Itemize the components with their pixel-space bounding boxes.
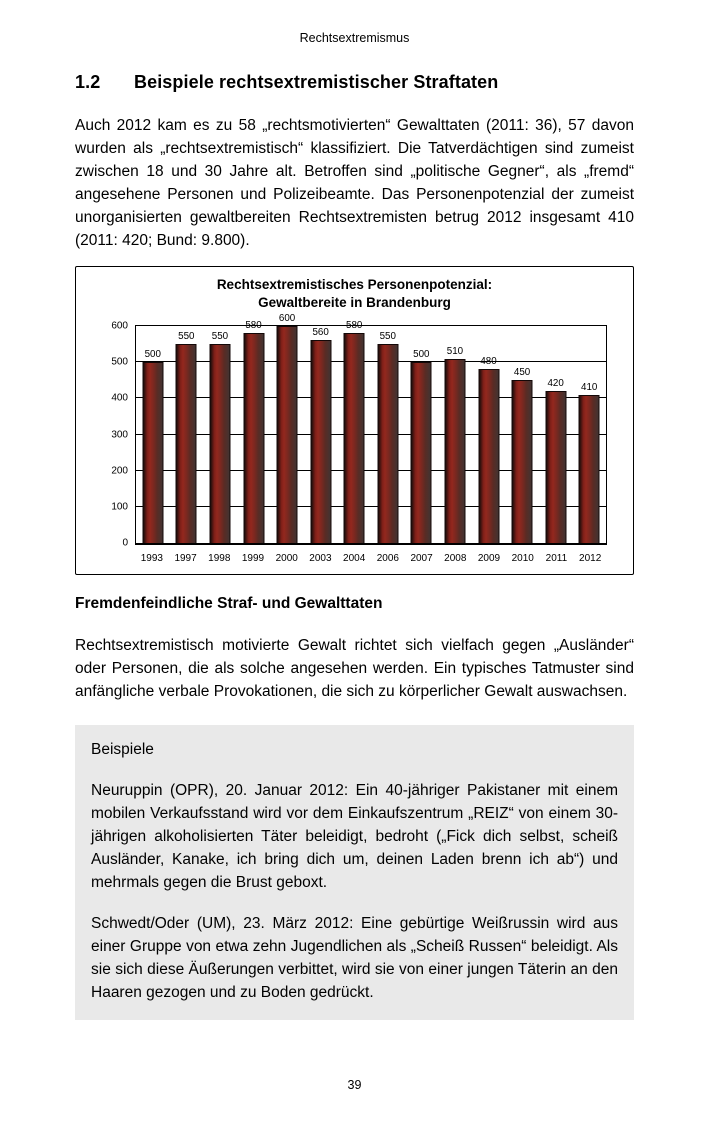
bar-value-label: 560 [312, 327, 329, 339]
x-axis-tick-label: 1993 [140, 553, 163, 564]
x-axis-tick-label: 1997 [174, 553, 197, 564]
y-axis-tick-label: 300 [111, 429, 128, 440]
bar-value-label: 550 [211, 331, 229, 343]
bar-1998: 550 [209, 331, 231, 543]
gridline [136, 505, 606, 507]
page-number: 39 [347, 1078, 362, 1092]
x-axis-tick-label: 1999 [241, 553, 265, 564]
example-item: Schwedt/Oder (UM), 23. März 2012: Eine g… [91, 915, 618, 1001]
x-axis-tick-label: 2006 [376, 553, 399, 564]
bar-1999: 580 [243, 320, 264, 543]
examples-box: Beispiele Neuruppin (OPR), 20. Januar 20… [75, 725, 634, 1020]
examples-box-label: Beispiele [91, 741, 154, 758]
chart-plot: 0 100 200 300 400 500 600 500 550 550 580 600 560 580… [111, 313, 607, 549]
gridline [136, 397, 606, 399]
intro-paragraph: Auch 2012 kam es zu 58 „rechtsmotivierte… [75, 117, 634, 249]
x-axis-tick-label: 1998 [208, 553, 231, 564]
bar-value-label: 420 [547, 378, 564, 390]
chart-title: Rechtsextremistisches Personenpotenzial:… [76, 276, 633, 312]
gridline [136, 361, 606, 363]
bar-2006: 550 [377, 331, 399, 543]
y-axis-tick-label: 500 [111, 356, 128, 368]
x-axis-tick-label: 2004 [343, 553, 366, 564]
x-axis-tick-label: 2007 [410, 553, 433, 564]
gridline [136, 433, 606, 435]
subsection-heading: Fremdenfeindliche Straf- und Gewalttaten [75, 595, 383, 612]
chart-title-line-1: Rechtsextremistisches Personenpotenzial: [216, 277, 493, 292]
section-heading: 1.2 Beispiele rechtsextremistischer Stra… [75, 72, 634, 93]
y-axis-tick-label: 200 [111, 465, 128, 477]
bar-1997: 550 [175, 331, 197, 543]
bar-2007: 500 [410, 349, 432, 543]
chart-plot-area: 0 100 200 300 400 500 600 500 550 550 580 600 560 580… [111, 313, 607, 564]
bar-2000: 600 [276, 313, 298, 543]
bar-1993: 500 [142, 349, 164, 543]
x-axis-tick-label: 2011 [545, 553, 568, 564]
running-header: Rechtsextremismus [299, 31, 410, 45]
bar-chart: Rechtsextremistisches Personenpotenzial:… [75, 266, 634, 575]
bar-value-label: 580 [245, 320, 262, 332]
gridline [136, 469, 606, 471]
bar-2008: 510 [444, 346, 466, 543]
y-axis-tick-label: 100 [111, 501, 128, 513]
y-axis-tick-label: 600 [111, 320, 128, 332]
x-axis-tick-label: 2010 [511, 553, 534, 564]
section-number: 1.2 [75, 72, 101, 92]
bar-2011: 420 [545, 378, 567, 543]
x-axis-tick-label: 2003 [309, 553, 332, 564]
bar-2010: 450 [511, 367, 533, 543]
bar-2012: 410 [578, 382, 600, 543]
bar-value-label: 550 [379, 331, 396, 343]
chart-title-line-2: Gewaltbereite in Brandenburg [258, 295, 451, 310]
bar-2004: 580 [343, 320, 365, 543]
bar-value-label: 600 [278, 313, 296, 324]
bar-value-label: 500 [144, 349, 161, 361]
y-axis-tick-label: 0 [122, 537, 128, 549]
x-axis-tick-label: 2009 [477, 553, 501, 564]
y-axis-tick-label: 400 [111, 392, 128, 404]
section-title: Beispiele rechtsextremistischer Straftat… [134, 72, 499, 92]
bar-value-label: 550 [178, 331, 195, 343]
xeno-paragraph: Rechtsextremistisch motivierte Gewalt ri… [75, 637, 634, 700]
bar-value-label: 500 [413, 349, 430, 361]
page-content: 1.2 Beispiele rechtsextremistischer Stra… [75, 72, 634, 1020]
bar-value-label: 450 [513, 367, 531, 379]
bar-2009: 480 [478, 356, 499, 543]
example-item: Neuruppin (OPR), 20. Januar 2012: Ein 40… [91, 782, 618, 891]
bar-value-label: 410 [581, 381, 598, 393]
x-axis-tick-label: 2012 [579, 553, 602, 564]
bar-value-label: 480 [480, 356, 497, 368]
bar-2003: 560 [310, 327, 332, 543]
x-axis-tick-label: 2008 [444, 553, 467, 564]
x-axis-tick-label: 2000 [275, 553, 298, 564]
bar-value-label: 510 [446, 345, 464, 357]
bar-value-label: 580 [346, 320, 363, 332]
